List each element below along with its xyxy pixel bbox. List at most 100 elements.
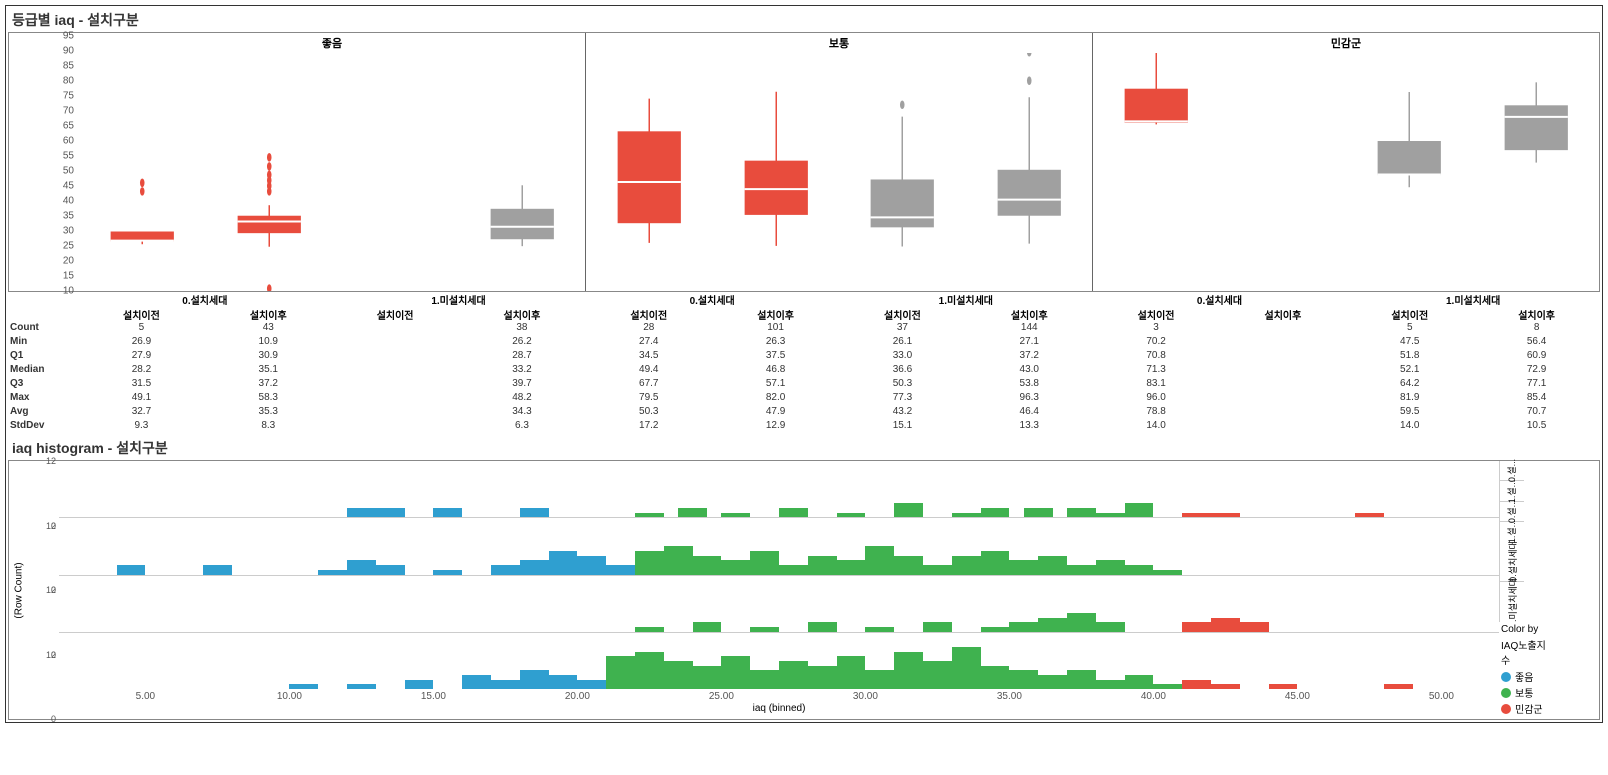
y-tick-label: 40 [63, 196, 74, 207]
boxplot-box [79, 53, 206, 291]
legend-item: 보통 [1501, 685, 1547, 700]
y-tick-label: 60 [63, 136, 74, 147]
stat-cell: 28.7 [459, 350, 586, 364]
histogram-bar [606, 565, 635, 574]
boxplot-box [1093, 53, 1220, 291]
stat-cell: 33.0 [839, 350, 966, 364]
stat-cell: 26.3 [712, 336, 839, 350]
boxplot-box [586, 53, 713, 291]
histogram-bar [635, 551, 664, 574]
y-tick-label: 90 [63, 46, 74, 57]
stat-cell: 17.2 [585, 420, 712, 434]
half-axis-label: 설치이후 [459, 307, 586, 322]
y-tick-label: 20 [63, 256, 74, 267]
y-tick-label: 15 [63, 271, 74, 282]
histogram-bar [1211, 618, 1240, 632]
stat-column: 14427.137.243.053.896.346.413.3 [966, 322, 1093, 434]
stat-cell: 33.2 [459, 364, 586, 378]
stat-column: 526.927.928.231.549.132.79.3 [78, 322, 205, 434]
stat-cell: 34.3 [459, 406, 586, 420]
boxplot-panel: 보통 [585, 33, 1092, 291]
stat-cell: 67.7 [585, 378, 712, 392]
histogram-bar [981, 666, 1010, 689]
hist-y-tick: 12 [46, 650, 56, 660]
histogram-bar [664, 661, 693, 689]
half-axis-label: 설치이후 [1473, 307, 1600, 322]
stat-cell [332, 378, 459, 392]
histogram-bar [491, 680, 520, 689]
boxplot-region: 101520253035404550556065707580859095 좋음보… [8, 32, 1600, 292]
histogram-bar [981, 551, 1010, 574]
boxplot-panel: 좋음 [79, 33, 585, 291]
histogram-bar [635, 652, 664, 689]
histogram-bar [750, 551, 779, 574]
histogram-bar [347, 508, 376, 517]
hist-outer-facet-label: 1.미설치세대 [1499, 582, 1524, 622]
stat-cell [332, 322, 459, 336]
stat-cell: 82.0 [712, 392, 839, 406]
histogram-bar [1211, 513, 1240, 518]
stat-cell: 79.5 [585, 392, 712, 406]
histogram-bar [981, 508, 1010, 517]
half-axis-label: 설치이전 [1346, 307, 1473, 322]
stat-cell: 9.3 [78, 420, 205, 434]
histogram-bar [462, 675, 491, 689]
histogram-bar [952, 556, 981, 575]
histogram-bar [808, 666, 837, 689]
hist-y-tick: 12 [46, 585, 56, 595]
stat-cell: 71.3 [1093, 364, 1220, 378]
histogram-bar [865, 546, 894, 574]
histogram-bar [1038, 675, 1067, 689]
histogram-bar [952, 647, 981, 689]
histogram-row [59, 518, 1499, 575]
stat-row-label: Max [8, 392, 78, 406]
stat-cell: 27.9 [78, 350, 205, 364]
histogram-bar [808, 622, 837, 631]
histogram-bar [1125, 675, 1154, 689]
boxplot-box [966, 53, 1093, 291]
boxplot-y-axis: 101520253035404550556065707580859095 [9, 33, 79, 291]
histogram-bar [203, 565, 232, 574]
half-axis-label: 설치이전 [839, 307, 966, 322]
stat-cell: 5 [1346, 322, 1473, 336]
histogram-bar [520, 560, 549, 574]
sub-axis-label: 1.미설치세대 [839, 292, 1093, 307]
histogram-bar [1096, 622, 1125, 631]
stat-cell: 5 [78, 322, 205, 336]
half-axis-label: 설치이후 [966, 307, 1093, 322]
stat-cell [1220, 378, 1347, 392]
histogram-bar [678, 508, 707, 517]
stat-cell: 26.9 [78, 336, 205, 350]
stat-cell [1220, 420, 1347, 434]
stat-cell: 34.5 [585, 350, 712, 364]
histogram-bar [837, 513, 866, 518]
hist-x-tick: 25.00 [709, 691, 734, 702]
histogram-bar [923, 565, 952, 574]
legend-item: 민감군 [1501, 701, 1547, 716]
stat-cell: 37.2 [205, 378, 332, 392]
boxplot-box [206, 53, 333, 291]
histogram-bar [779, 508, 808, 517]
stat-column [1220, 322, 1347, 434]
stat-row-label: Q3 [8, 378, 78, 392]
stat-cell: 52.1 [1346, 364, 1473, 378]
legend-subtitle: IAQ노출지수 [1501, 637, 1547, 667]
stat-cell: 28 [585, 322, 712, 336]
stat-column: 3826.228.733.239.748.234.36.3 [459, 322, 586, 434]
legend-swatch [1501, 688, 1511, 698]
histogram-bar [491, 565, 520, 574]
legend-label: 보통 [1515, 685, 1533, 700]
histogram-x-label: iaq (binned) [59, 689, 1499, 714]
legend-swatch [1501, 704, 1511, 714]
histogram-x-axis: iaq (binned) 5.0010.0015.0020.0025.0030.… [59, 689, 1499, 719]
histogram-bar [1355, 513, 1384, 518]
histogram-bar [520, 508, 549, 517]
histogram-bar [779, 661, 808, 689]
stat-cell: 39.7 [459, 378, 586, 392]
boxplot-panel: 민감군 [1092, 33, 1599, 291]
stat-cell [332, 336, 459, 350]
histogram-bar [549, 675, 578, 689]
panel-title: 보통 [586, 33, 1092, 53]
histogram-legend: Color byIAQ노출지수좋음보통민감군 [1499, 622, 1549, 719]
histogram-bar [433, 570, 462, 575]
